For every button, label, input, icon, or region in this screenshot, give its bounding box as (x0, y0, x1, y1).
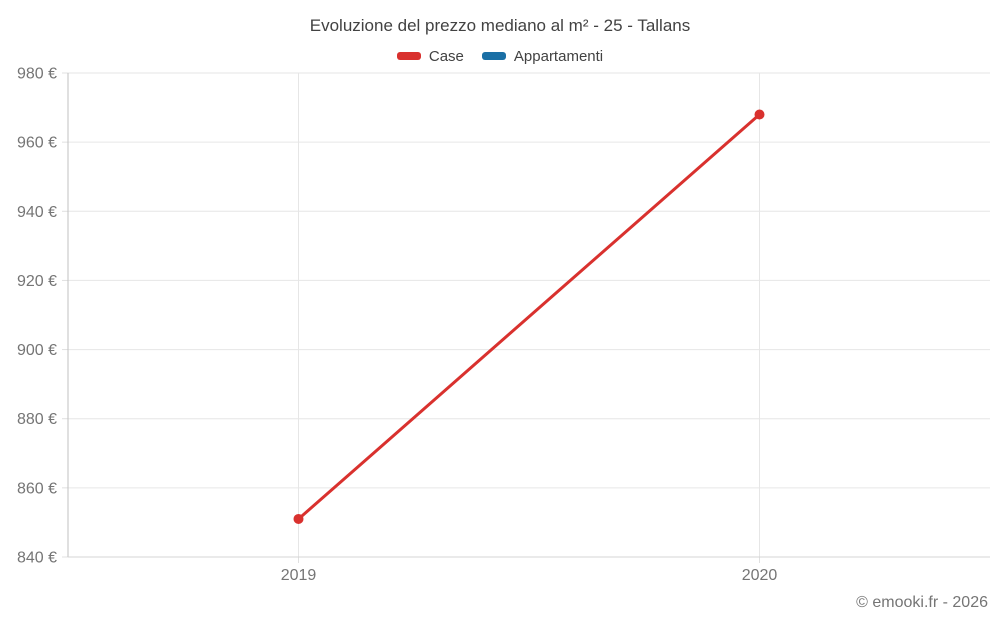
y-axis-label: 880 € (17, 411, 57, 428)
y-axis-label: 920 € (17, 273, 57, 290)
chart-title: Evoluzione del prezzo mediano al m² - 25… (309, 16, 691, 35)
data-point-case-2020[interactable] (754, 109, 765, 120)
legend-item-case[interactable]: Case (396, 47, 464, 65)
legend-swatch-case (396, 52, 421, 60)
y-axis-label: 940 € (17, 204, 57, 221)
y-axis-label: 980 € (17, 66, 57, 83)
legend-label-case: Case (428, 47, 464, 65)
y-axis-label: 860 € (17, 480, 57, 497)
series-line-case (297, 112, 761, 521)
legend: Case Appartamenti (0, 45, 1000, 67)
y-axis-label: 960 € (17, 135, 57, 152)
data-point-case-2019[interactable] (293, 513, 304, 524)
copyright: © emooki.fr - 2026 (856, 594, 988, 611)
legend-swatch-appartamenti (481, 52, 506, 60)
legend-item-appartamenti[interactable]: Appartamenti (481, 47, 604, 65)
legend-label-appartamenti: Appartamenti (513, 47, 604, 65)
y-axis-label: 900 € (17, 342, 57, 359)
x-axis-label: 2019 (281, 567, 317, 584)
x-axis-label: 2020 (742, 567, 778, 584)
y-axis-label: 840 € (17, 550, 57, 567)
